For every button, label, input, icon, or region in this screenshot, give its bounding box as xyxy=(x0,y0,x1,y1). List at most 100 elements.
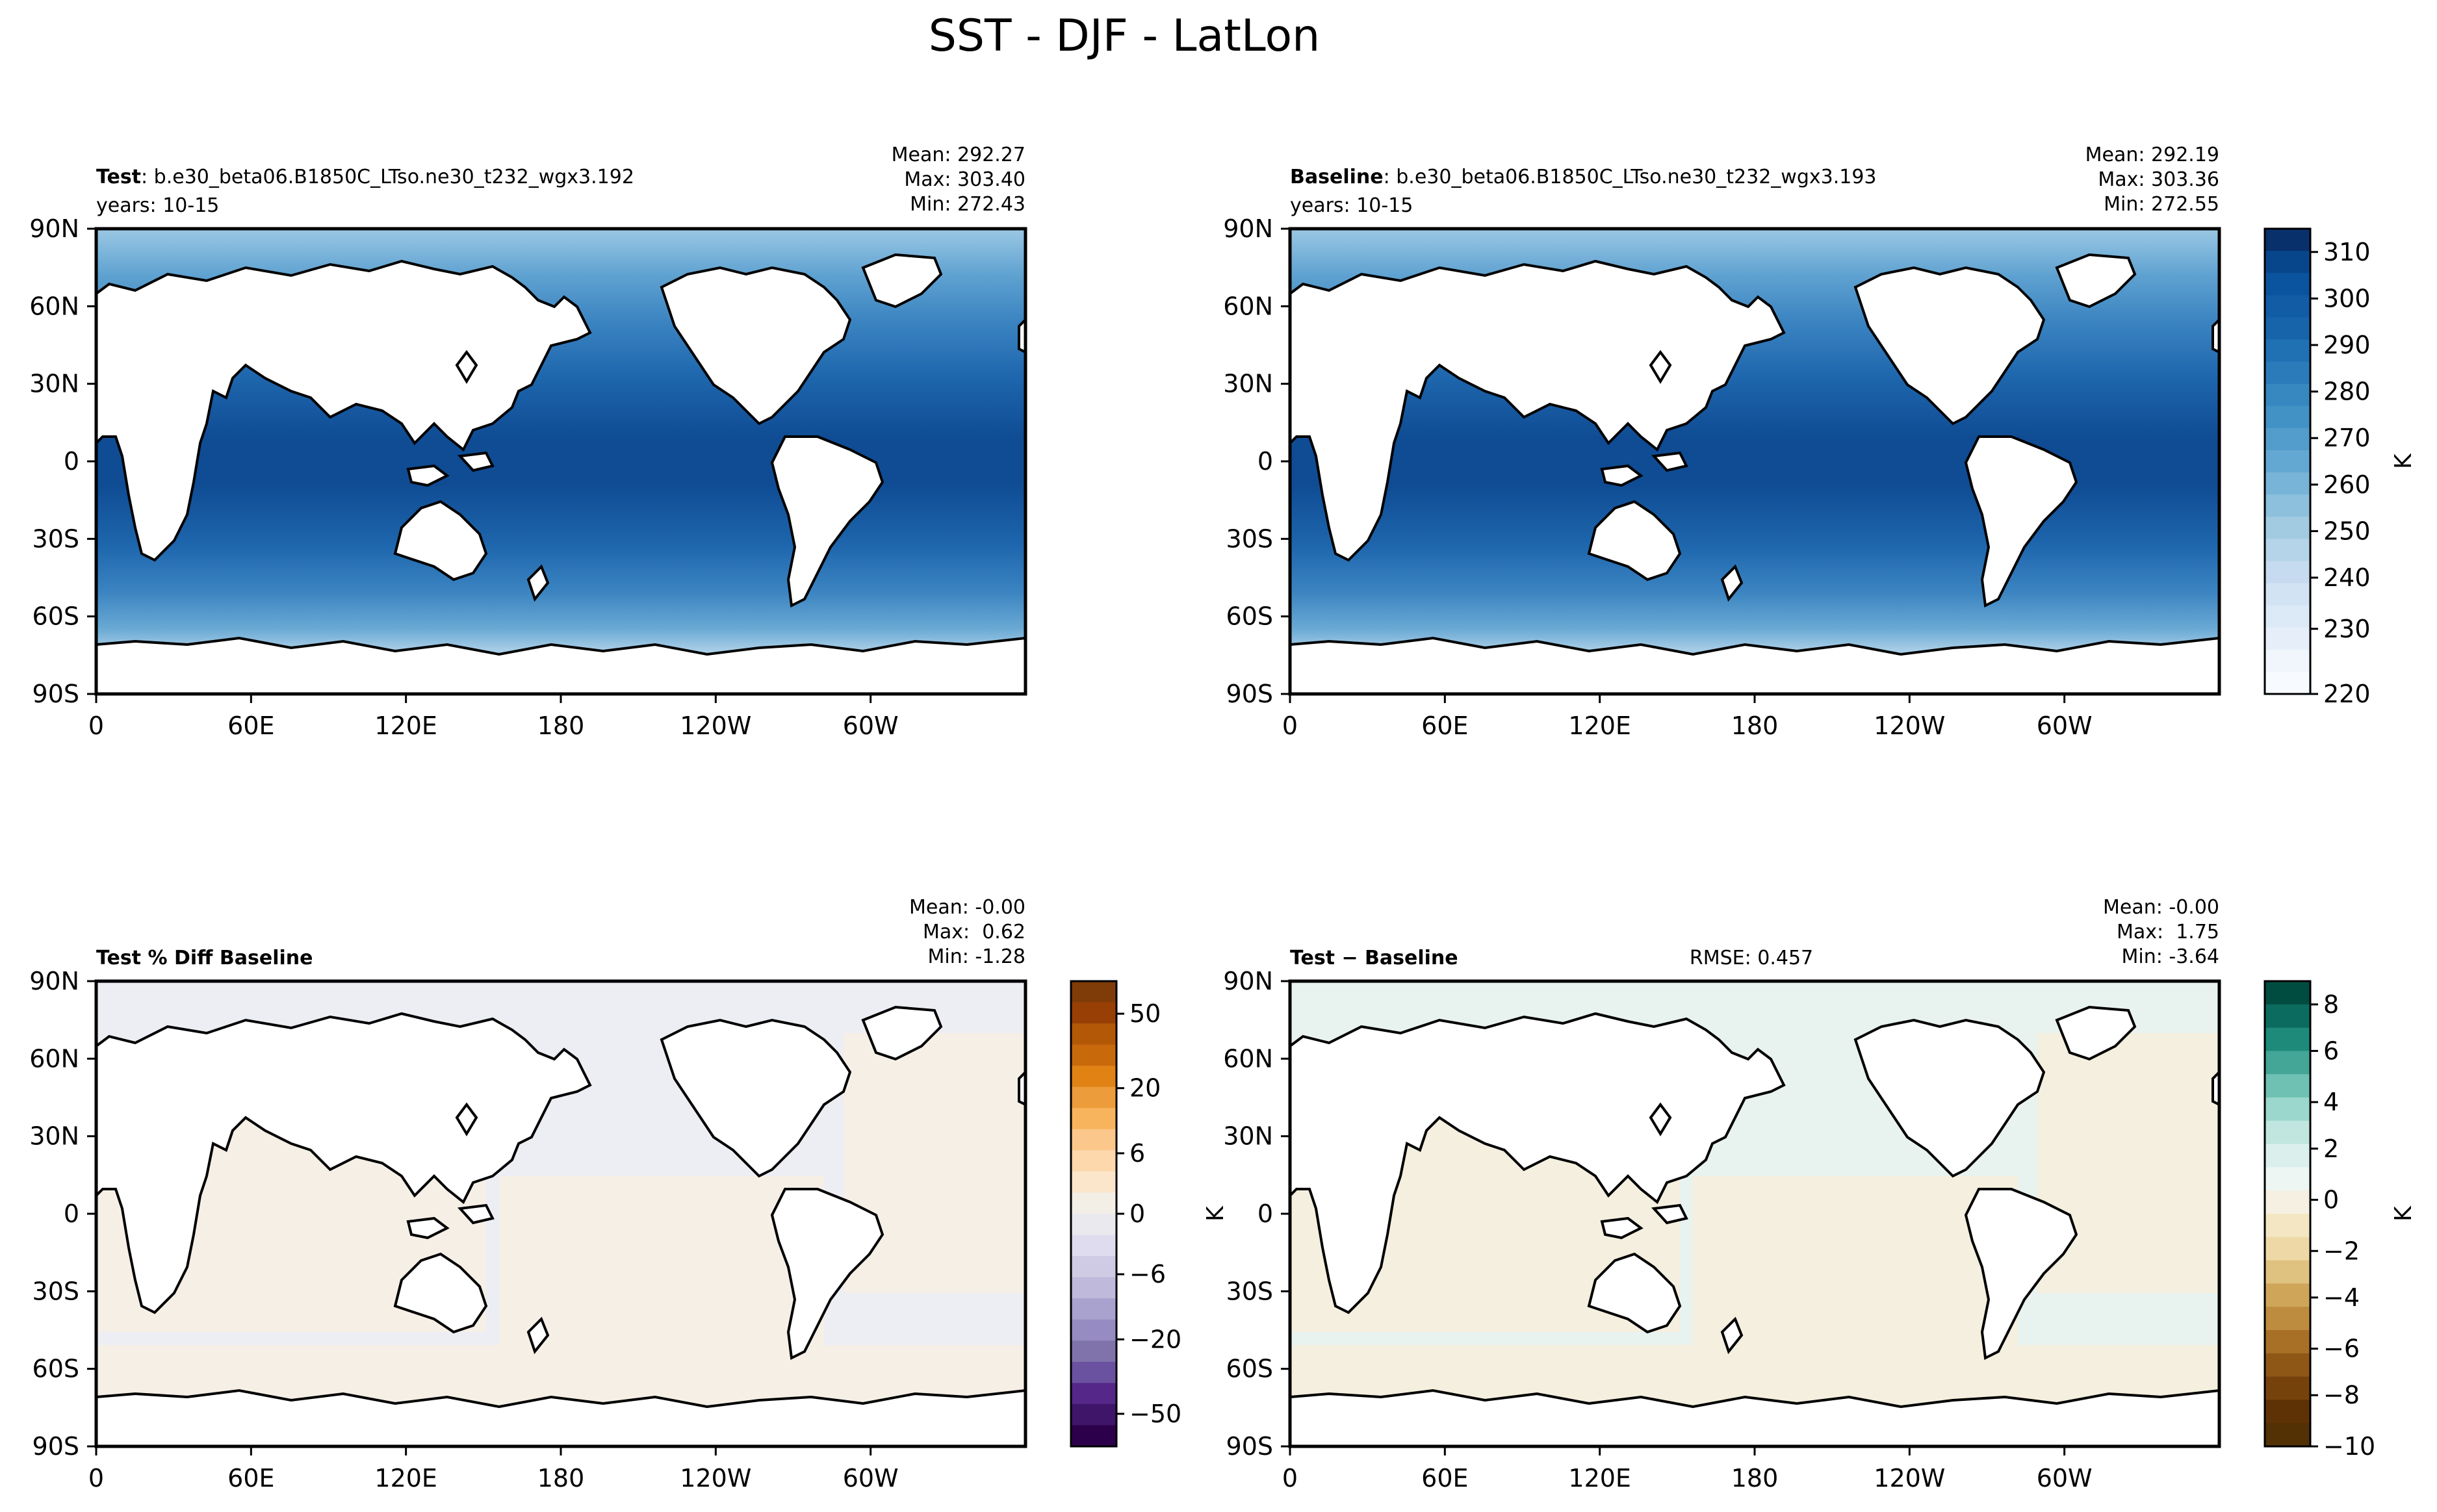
colorbar-tick-label: 50 xyxy=(1129,999,1161,1028)
colorbar-swatch xyxy=(2265,1376,2310,1400)
colorbar-swatch xyxy=(2265,1097,2310,1121)
colorbar-tick-label: 280 xyxy=(2323,378,2371,406)
colorbar-swatch xyxy=(1071,1150,1116,1172)
colorbar-swatch xyxy=(2265,981,2310,1005)
panel-stat: Min: 272.55 xyxy=(2104,193,2219,216)
x-tick-label: 120E xyxy=(374,1464,437,1493)
colorbar-tick-label: −20 xyxy=(1129,1325,1181,1353)
y-tick-label: 60S xyxy=(32,1355,79,1383)
y-tick-label: 90N xyxy=(1223,214,1273,243)
x-tick-label: 120W xyxy=(1874,711,1945,740)
panel-stat: Max: 1.75 xyxy=(2117,921,2219,943)
colorbar-tick-label: 2 xyxy=(2323,1134,2339,1163)
y-tick-label: 30N xyxy=(1223,1122,1273,1151)
colorbar-swatch xyxy=(2265,383,2310,407)
colorbar-tick-label: 20 xyxy=(1129,1074,1161,1103)
colorbar-swatch xyxy=(2265,339,2310,363)
colorbar-swatch xyxy=(1071,1171,1116,1194)
colorbar-cb-sst: 310 300 290 280 270 260 250 240 230 220 K xyxy=(2263,227,2417,708)
colorbar-cb-pct: 50 20 6 0 −6 −20 −50 xyxy=(1070,980,1181,1448)
colorbar-swatch xyxy=(1071,1086,1116,1108)
y-tick-label: 60N xyxy=(29,1044,79,1073)
x-tick-label: 60E xyxy=(1421,1464,1468,1493)
y-tick-label: 60S xyxy=(1226,602,1273,631)
y-tick-label: 90N xyxy=(29,214,79,243)
panel-stat: Min: 272.43 xyxy=(910,193,1025,216)
x-tick-label: 120E xyxy=(1568,711,1631,740)
colorbar-swatch xyxy=(1071,1066,1116,1088)
colorbar-tick-label: 290 xyxy=(2323,331,2371,359)
panel-years: years: 10-15 xyxy=(96,194,219,217)
colorbar-swatch xyxy=(1071,1340,1116,1363)
colorbar-swatch xyxy=(2265,1237,2310,1261)
y-tick-label: 30S xyxy=(32,524,79,553)
colorbar-swatch xyxy=(2265,472,2310,495)
x-tick-label: 60E xyxy=(227,1464,274,1493)
colorbar-swatch xyxy=(1071,1361,1116,1383)
colorbar-tick-label: 4 xyxy=(2323,1088,2339,1116)
x-tick-label: 60W xyxy=(2037,1464,2093,1493)
colorbar-swatch xyxy=(2265,1307,2310,1331)
y-tick-label: 30N xyxy=(29,370,79,398)
y-tick-label: 30N xyxy=(1223,370,1273,398)
panel-title-case: : b.e30_beta06.B1850C_LTso.ne30_t232_wgx… xyxy=(141,166,634,188)
y-tick-label: 90N xyxy=(29,967,79,995)
colorbar-tick-label: −10 xyxy=(2323,1432,2375,1461)
colorbar-tick-label: 6 xyxy=(1129,1139,1145,1168)
panel-title-bold: Test − Baseline xyxy=(1290,947,1458,969)
colorbar-swatch xyxy=(1071,981,1116,1003)
panel-stat: Mean: -0.00 xyxy=(2103,896,2219,919)
x-tick-label: 60E xyxy=(227,711,274,740)
colorbar-swatch xyxy=(1071,1044,1116,1066)
y-tick-label: 60N xyxy=(1223,292,1273,320)
panel-stat: Max: 303.40 xyxy=(904,168,1025,191)
colorbar-swatch xyxy=(1071,1319,1116,1341)
y-tick-label: 0 xyxy=(64,1199,79,1228)
y-tick-label: 90S xyxy=(32,1432,79,1461)
colorbar-tick-label: −8 xyxy=(2323,1381,2360,1409)
x-tick-label: 0 xyxy=(1282,1464,1298,1493)
colorbar-swatch xyxy=(1071,1129,1116,1151)
x-tick-label: 180 xyxy=(537,711,585,740)
colorbar-swatch xyxy=(1071,1002,1116,1024)
y-tick-label: 60N xyxy=(1223,1044,1273,1073)
panel-rmse: RMSE: 0.457 xyxy=(1690,947,1813,969)
colorbar-swatch xyxy=(2265,1027,2310,1051)
colorbar-swatch xyxy=(2265,1004,2310,1029)
colorbar-swatch xyxy=(2265,561,2310,584)
y-tick-label: 0 xyxy=(1257,447,1273,476)
colorbar-swatch xyxy=(2265,1167,2310,1191)
map-panel-pctdiff: 0 60E 120E 180 120W 60W 90N 60N 30N 0 30S 60S 90S Tes… xyxy=(29,896,1027,1493)
colorbar-label: K xyxy=(2390,1205,2417,1222)
colorbar-swatch xyxy=(1071,1403,1116,1426)
x-tick-label: 180 xyxy=(1731,1464,1779,1493)
panel-title: Test − Baseline xyxy=(1290,947,1458,969)
panel-years: years: 10-15 xyxy=(1290,194,1413,217)
x-tick-label: 60W xyxy=(843,1464,899,1493)
colorbar-swatch xyxy=(2265,1144,2310,1168)
colorbar-swatch xyxy=(2265,229,2310,251)
colorbar-swatch xyxy=(2265,517,2310,539)
colorbar-swatch xyxy=(2265,649,2310,673)
colorbar-frame xyxy=(2263,227,2312,695)
colorbar-swatch xyxy=(2265,1423,2310,1447)
x-tick-label: 0 xyxy=(1282,711,1298,740)
colorbar-swatch xyxy=(2265,1051,2310,1075)
colorbar-swatch xyxy=(1071,1425,1116,1447)
colorbar-swatch xyxy=(1071,1383,1116,1405)
colorbar-tick-label: 0 xyxy=(1129,1199,1145,1228)
colorbar-swatch xyxy=(2265,1330,2310,1354)
colorbar-swatch xyxy=(2265,295,2310,318)
colorbar-swatch xyxy=(2265,671,2310,695)
colorbar-cb-diff: 8 6 4 2 0 −2 −4 −6 −8 −10 K xyxy=(2263,980,2417,1461)
colorbar-swatch xyxy=(2265,273,2310,296)
colorbar-tick-label: 220 xyxy=(2323,680,2371,708)
colorbar-swatch xyxy=(2265,317,2310,340)
colorbar-tick-label: 230 xyxy=(2323,615,2371,643)
anomaly-patch xyxy=(1693,1176,2018,1345)
x-tick-label: 60W xyxy=(843,711,899,740)
panel-title-bold: Test xyxy=(96,166,141,188)
colorbar-label: K xyxy=(2390,453,2417,469)
colorbar-tick-label: 6 xyxy=(2323,1036,2339,1065)
x-tick-label: 120W xyxy=(1874,1464,1945,1493)
